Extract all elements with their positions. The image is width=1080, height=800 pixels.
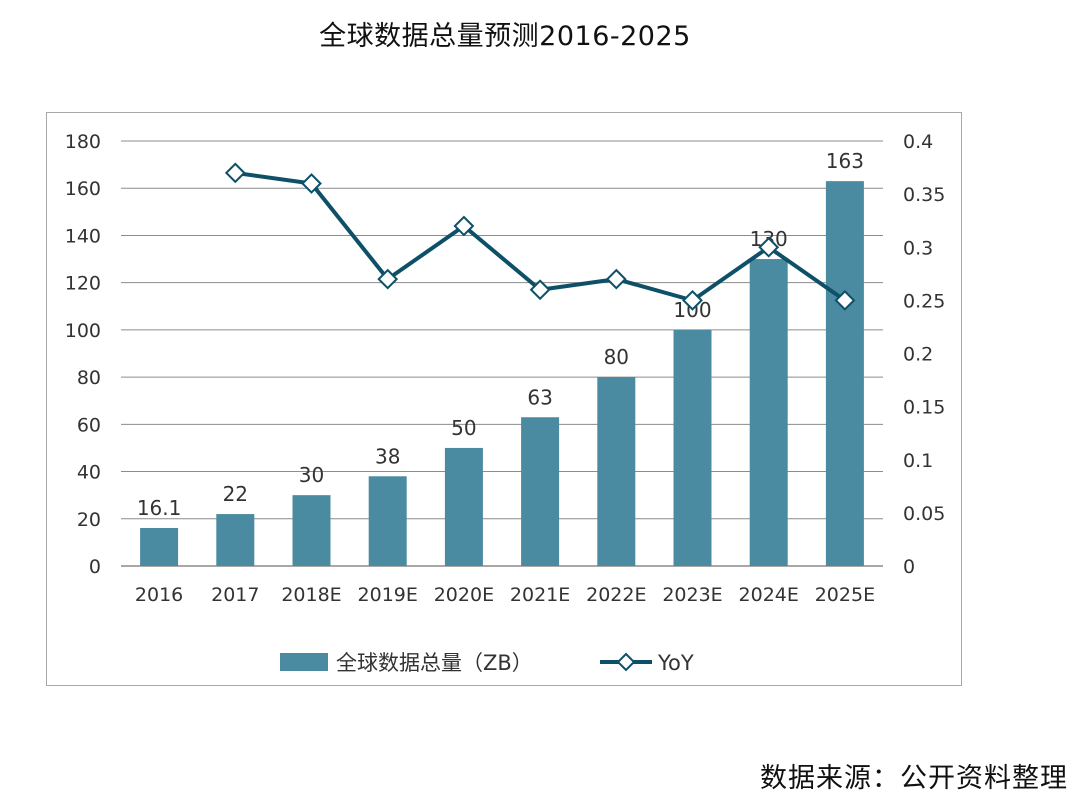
x-tick-label: 2018E (281, 584, 341, 606)
bar-data-label: 30 (299, 463, 324, 487)
bar (597, 377, 636, 566)
bar-series (140, 181, 864, 566)
yoy-point (377, 268, 399, 290)
bar (749, 259, 788, 566)
x-tick-label: 2020E (434, 584, 494, 606)
chart-title: 全球数据总量预测2016-2025 (319, 21, 691, 52)
y-left-tick-label: 160 (65, 178, 101, 200)
x-tick-label: 2021E (510, 584, 570, 606)
y-left-tick-label: 40 (77, 462, 101, 484)
y-right-tick-label: 0.15 (903, 397, 945, 419)
y-left-tick-label: 100 (65, 320, 101, 342)
x-tick-label: 2016 (135, 584, 183, 606)
yoy-point (529, 279, 551, 301)
bar (521, 417, 560, 566)
bar-data-label: 16.1 (137, 496, 182, 520)
y-left-tick-label: 20 (77, 509, 101, 531)
bar-data-label: 63 (527, 385, 552, 409)
bar-data-label: 22 (223, 482, 248, 506)
legend-label-bar: 全球数据总量（ZB） (336, 651, 533, 675)
y-right-tick-label: 0.25 (903, 290, 945, 312)
yoy-point (682, 289, 703, 311)
legend-marker-diamond (616, 652, 636, 672)
yoy-point (758, 236, 780, 258)
y-right-tick-label: 0 (903, 556, 915, 578)
chart-frame (46, 112, 962, 686)
axes: 0 20 40 60 80 100 120 140 160 180 0 0.05 0.1 0.15 0.2 0… (65, 131, 946, 606)
y-left-tick-label: 140 (65, 225, 101, 247)
yoy-point (605, 268, 627, 290)
x-tick-label: 2017 (211, 584, 259, 606)
x-tick-label: 2023E (662, 584, 722, 606)
yoy-point (224, 162, 246, 184)
bar (444, 447, 483, 566)
source-note: 数据来源：公开资料整理 (760, 763, 1068, 794)
y-left-tick-label: 0 (89, 556, 101, 578)
y-right-tick-label: 0.3 (903, 237, 933, 259)
y-left-tick-label: 80 (77, 367, 101, 389)
bar (825, 181, 864, 566)
yoy-series (224, 162, 856, 311)
bar-data-label: 50 (451, 416, 476, 440)
legend-label-line: YoY (657, 651, 694, 675)
bar-data-label: 163 (826, 149, 864, 173)
y-left-tick-label: 60 (77, 414, 101, 436)
bar (140, 527, 179, 566)
bar-data-label: 80 (604, 345, 629, 369)
bar-data-label: 38 (375, 444, 400, 468)
yoy-point (834, 289, 856, 311)
yoy-point (453, 215, 475, 237)
bar (368, 476, 407, 566)
bar (673, 329, 712, 566)
y-right-tick-label: 0.05 (903, 503, 945, 525)
bar (292, 495, 331, 566)
y-right-tick-label: 0.4 (903, 131, 933, 153)
yoy-point (301, 173, 322, 194)
y-right-tick-label: 0.35 (903, 184, 945, 206)
y-right-tick-label: 0.1 (903, 450, 933, 472)
x-tick-label: 2019E (358, 584, 418, 606)
legend-swatch-bar (280, 653, 328, 671)
x-tick-label: 2025E (815, 584, 875, 606)
y-right-tick-label: 0.2 (903, 344, 933, 366)
y-left-tick-label: 180 (65, 131, 101, 153)
legend: 全球数据总量（ZB） YoY (280, 651, 694, 675)
x-tick-label: 2024E (739, 584, 799, 606)
x-tick-label: 2022E (586, 584, 646, 606)
bar (216, 514, 255, 566)
y-left-tick-label: 120 (65, 273, 101, 295)
